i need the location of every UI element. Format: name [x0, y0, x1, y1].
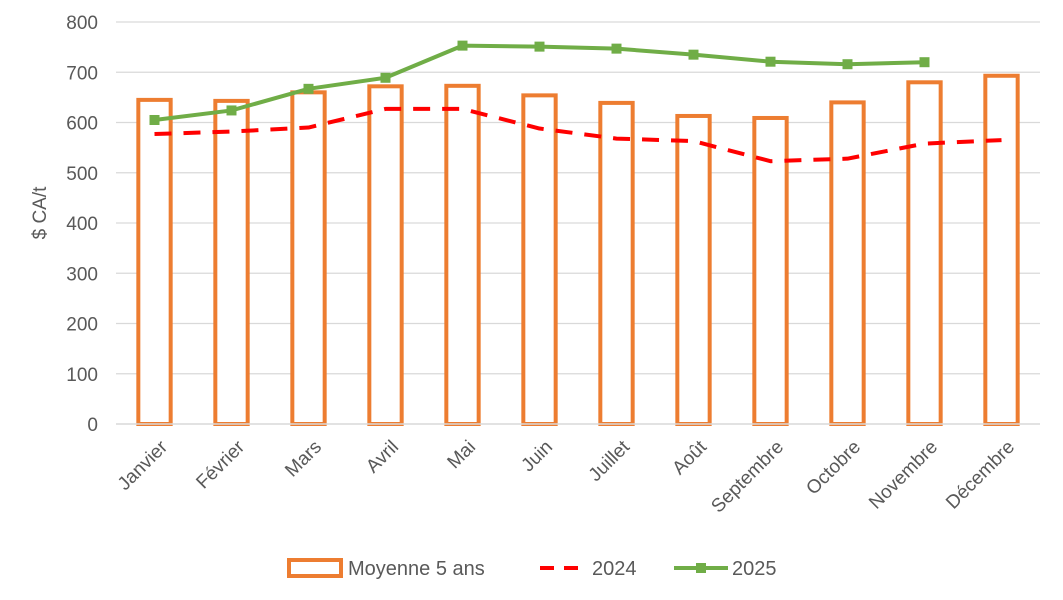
point-marker [765, 56, 776, 67]
x-tick-label: Septembre [707, 437, 788, 518]
legend-label: 2024 [592, 558, 637, 580]
point-marker [303, 83, 314, 94]
point-marker [919, 57, 930, 68]
x-tick-label: Mars [281, 437, 326, 482]
y-tick-label: 500 [66, 164, 98, 185]
x-tick-label: Juillet [585, 436, 635, 486]
point-marker [149, 114, 160, 125]
series-line-2024 [154, 106, 1002, 164]
lines-series [149, 40, 1002, 164]
x-tick-label: Août [669, 436, 712, 479]
y-axis-ticks: 0 100 200 300 400 500 600 700 800 [66, 13, 98, 436]
y-tick-label: 700 [66, 63, 98, 84]
x-tick-label: Juin [518, 437, 557, 476]
bar [675, 113, 712, 426]
gridlines [116, 21, 1040, 375]
x-tick-label: Novembre [865, 437, 942, 514]
y-tick-label: 600 [66, 114, 98, 135]
y-tick-label: 300 [66, 264, 98, 285]
x-tick-label: Mai [444, 437, 481, 474]
bar [521, 93, 558, 427]
point-marker [457, 40, 468, 51]
bar [213, 98, 250, 427]
y-axis-title: $ CA/t [30, 186, 51, 240]
bar [906, 80, 943, 427]
point-marker [226, 105, 237, 116]
bar [983, 73, 1020, 427]
legend-label: Moyenne 5 ans [348, 558, 485, 580]
y-tick-label: 0 [87, 415, 98, 436]
bar [290, 90, 327, 426]
bar [136, 97, 173, 426]
bar [829, 100, 866, 427]
legend-label: 2025 [732, 558, 777, 580]
bar [444, 83, 481, 426]
y-tick-label: 200 [66, 315, 98, 336]
legend: Moyenne 5 ans 2024 2025 [287, 558, 777, 580]
x-tick-label: Février [192, 436, 249, 493]
bar [598, 100, 635, 426]
y-tick-label: 800 [66, 13, 98, 34]
point-marker [688, 49, 699, 60]
point-marker [842, 59, 853, 70]
x-axis-ticks: Janvier Février Mars Avril Mai Juin Juillet Aoû… [114, 436, 1019, 517]
y-tick-label: 100 [66, 365, 98, 386]
x-tick-label: Décembre [942, 437, 1019, 514]
x-tick-label: Octobre [802, 437, 865, 500]
y-tick-label: 400 [66, 214, 98, 235]
bars-series [136, 73, 1020, 427]
point-marker [380, 72, 391, 83]
x-tick-label: Avril [362, 437, 403, 478]
bar [367, 84, 404, 426]
legend-swatch-bar [287, 558, 343, 578]
point-marker [611, 43, 622, 54]
x-tick-label: Janvier [114, 436, 173, 495]
point-marker [534, 41, 545, 52]
bar [752, 115, 789, 426]
legend-swatch-marker [696, 563, 706, 573]
